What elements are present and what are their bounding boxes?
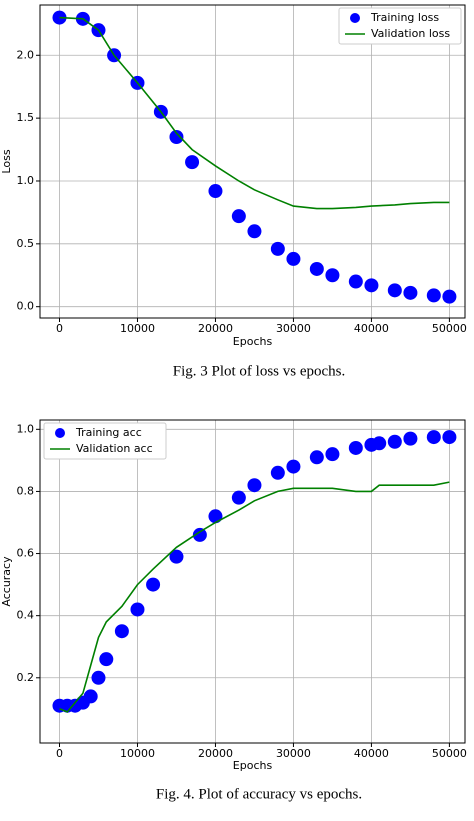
legend: Training loss Validation loss (338, 7, 462, 45)
data-point (231, 209, 246, 224)
legend-marker (350, 13, 360, 23)
x-tick-label: 40000 (354, 747, 389, 760)
data-line (59, 16, 450, 210)
y-tick-label: 0.2 (17, 671, 35, 684)
data-point (442, 430, 457, 445)
data-point (325, 268, 340, 283)
data-point (286, 459, 301, 474)
data-point (185, 155, 200, 170)
x-axis-label: Epochs (233, 759, 273, 772)
data-point (231, 490, 246, 505)
x-axis-label: Epochs (233, 335, 273, 348)
x-tick-label: 0 (56, 322, 63, 335)
y-axis-label: Accuracy (0, 556, 13, 607)
chart: 0 10000 20000 30000 40000 50000 0.2 0.4 0.6 0.8 1.… (0, 419, 467, 802)
data-point (348, 440, 363, 455)
legend-marker (55, 428, 65, 438)
legend-box (43, 422, 167, 460)
data-line (59, 481, 450, 713)
data-point (325, 447, 340, 462)
data-point (309, 450, 324, 465)
legend-label: Validation acc (76, 442, 153, 455)
x-tick-label: 20000 (198, 747, 233, 760)
x-tick-label: 0 (56, 747, 63, 760)
data-point (52, 10, 67, 25)
data-point (442, 289, 457, 304)
data-point (403, 285, 418, 300)
caption: Fig. 4. Plot of accuracy vs epochs. (156, 786, 362, 802)
plot-frame (39, 419, 466, 744)
data-point (114, 624, 129, 639)
data-point (169, 129, 184, 144)
y-tick-label: 1.5 (17, 111, 35, 124)
legend-box (338, 7, 462, 45)
data-point (192, 527, 207, 542)
data-point (364, 278, 379, 293)
data-point (247, 224, 262, 239)
y-tick-label: 0.5 (17, 237, 35, 250)
chart: 0 10000 20000 30000 40000 50000 0.0 0.5 1.0 1.5 2.… (0, 4, 467, 379)
x-tick-label: 10000 (120, 747, 155, 760)
y-tick-label: 1.0 (17, 422, 35, 435)
legend-label: Validation loss (371, 27, 450, 40)
data-point (247, 478, 262, 493)
data-point (270, 241, 285, 256)
data-point (91, 670, 106, 685)
y-tick-label: 2.0 (17, 48, 35, 61)
data-point (309, 261, 324, 276)
x-tick-label: 40000 (354, 322, 389, 335)
legend-label: Training loss (370, 11, 439, 24)
data-point (372, 436, 387, 451)
data-point (286, 251, 301, 266)
data-point (387, 434, 402, 449)
data-point (348, 274, 363, 289)
data-point (426, 430, 441, 445)
data-point (208, 184, 223, 199)
y-tick-label: 0.6 (17, 547, 35, 560)
plot-frame (39, 4, 466, 319)
x-tick-label: 30000 (276, 322, 311, 335)
data-point (403, 431, 418, 446)
data-point (130, 602, 145, 617)
data-point (208, 509, 223, 524)
y-axis-label: Loss (0, 149, 13, 173)
legend: Training acc Validation acc (43, 422, 167, 460)
x-tick-label: 10000 (120, 322, 155, 335)
x-tick-label: 30000 (276, 747, 311, 760)
data-point (99, 652, 114, 667)
data-point (83, 689, 98, 704)
y-tick-label: 0.0 (17, 300, 35, 313)
legend-label: Training acc (75, 426, 142, 439)
y-tick-label: 0.8 (17, 484, 35, 497)
x-tick-label: 50000 (432, 747, 467, 760)
caption: Fig. 3 Plot of loss vs epochs. (173, 363, 346, 379)
data-point (169, 549, 184, 564)
x-tick-label: 50000 (432, 322, 467, 335)
data-point (426, 288, 441, 303)
data-point (146, 577, 161, 592)
y-tick-label: 1.0 (17, 174, 35, 187)
data-point (270, 465, 285, 480)
data-point (387, 283, 402, 298)
x-tick-label: 20000 (198, 322, 233, 335)
y-tick-label: 0.4 (17, 609, 35, 622)
